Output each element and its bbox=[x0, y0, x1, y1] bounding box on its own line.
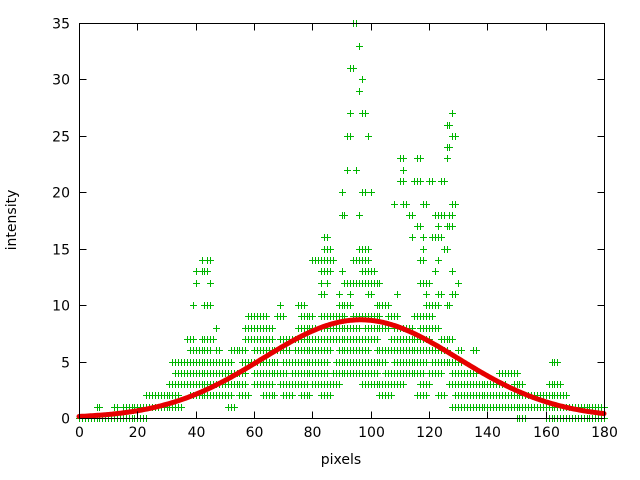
x-axis-label: pixels bbox=[321, 452, 361, 468]
scatter-points bbox=[76, 20, 608, 422]
x-tick-label: 120 bbox=[416, 425, 443, 441]
x-tick-label: 160 bbox=[533, 425, 560, 441]
x-tick-label: 60 bbox=[246, 425, 264, 441]
y-tick-label: 15 bbox=[52, 243, 70, 259]
y-axis-label: intensity bbox=[4, 190, 20, 251]
y-tick-label: 20 bbox=[52, 186, 70, 202]
plot-border bbox=[79, 23, 605, 419]
y-tick-label: 5 bbox=[61, 356, 70, 372]
axis-ticks bbox=[79, 23, 605, 419]
x-tick-label: 40 bbox=[188, 425, 206, 441]
y-tick-label: 35 bbox=[52, 17, 70, 33]
y-tick-label: 10 bbox=[52, 299, 70, 315]
plot-layers: 0 20 40 60 80 100 120 140 160 180 0 5 10 15 20 25 30 35 bbox=[52, 17, 618, 442]
y-tick-label: 0 bbox=[61, 412, 70, 428]
x-tick-label: 80 bbox=[304, 425, 322, 441]
fit-curve bbox=[76, 317, 607, 419]
y-tick-label: 30 bbox=[52, 73, 70, 89]
x-tick-label: 180 bbox=[591, 425, 618, 441]
x-tick-label: 140 bbox=[474, 425, 501, 441]
y-tick-label: 25 bbox=[52, 130, 70, 146]
x-tick-label: 20 bbox=[129, 425, 147, 441]
x-tick-label: 0 bbox=[75, 425, 84, 441]
x-tick-label: 100 bbox=[358, 425, 385, 441]
